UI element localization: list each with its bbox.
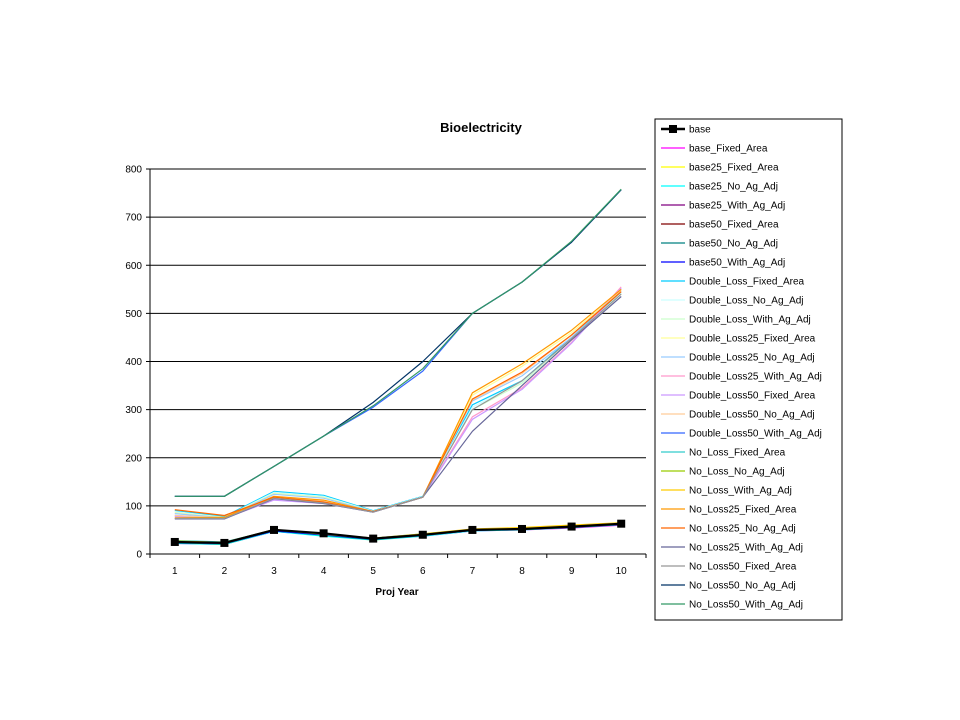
x-tick-label: 9 [569, 566, 575, 577]
series-line-base [174, 522, 622, 545]
x-tick-label: 6 [420, 566, 426, 577]
data-point [369, 534, 378, 543]
data-point [617, 519, 626, 528]
legend-label: No_Loss_No_Ag_Adj [689, 467, 785, 478]
legend-label: Double_Loss50_Fixed_Area [689, 391, 816, 402]
series-line-No_Loss25_No_Ag_Adj [174, 291, 622, 517]
series-line-Double_Loss50_With_Ag_Adj [174, 189, 622, 497]
y-tick-label: 300 [125, 405, 142, 416]
legend-label: No_Loss25_Fixed_Area [689, 505, 797, 516]
legend-label: Double_Loss_With_Ag_Adj [689, 315, 811, 326]
legend-label: base50_No_Ag_Adj [689, 239, 778, 250]
x-tick-label: 8 [519, 566, 525, 577]
legend-label: No_Loss50_No_Ag_Adj [689, 581, 796, 592]
data-point [518, 524, 526, 533]
series-lines [170, 188, 626, 547]
x-tick-label: 7 [470, 566, 476, 577]
series-line-No_Loss50_Fixed_Area [174, 293, 622, 520]
x-tick-label: 1 [172, 566, 178, 577]
legend-label: Double_Loss_No_Ag_Adj [689, 296, 804, 307]
grid [150, 168, 646, 507]
series-line-Double_Loss25_With_Ag_Adj [174, 286, 622, 520]
legend-label: base50_Fixed_Area [689, 220, 779, 231]
y-tick-label: 400 [125, 357, 142, 368]
legend-label: No_Loss25_No_Ag_Adj [689, 524, 796, 535]
x-tick-label: 3 [271, 566, 277, 577]
legend-label: base25_No_Ag_Adj [689, 182, 778, 193]
legend-label: No_Loss25_With_Ag_Adj [689, 543, 803, 554]
y-tick-label: 0 [136, 550, 142, 561]
legend-box [654, 118, 843, 621]
series-line-No_Loss25_Fixed_Area [174, 288, 622, 519]
legend-marker [669, 125, 677, 133]
series-line-Double_Loss50_Fixed_Area [174, 287, 622, 520]
legend-label: No_Loss50_With_Ag_Adj [689, 600, 803, 611]
legend-label: Double_Loss50_No_Ag_Adj [689, 410, 815, 421]
legend-label: base50_With_Ag_Adj [689, 258, 785, 269]
series-line-Double_Loss25_No_Ag_Adj [174, 287, 622, 519]
legend-label: base_Fixed_Area [689, 144, 768, 155]
series-line-Double_Loss25_Fixed_Area [174, 289, 622, 519]
axes: 0 100 200 300 400 500 600 700 800 1 2 3 4 5 6 7 8 9 10 [125, 165, 647, 577]
legend-label: base25_Fixed_Area [689, 163, 779, 174]
legend-label: Double_Loss25_Fixed_Area [689, 334, 816, 345]
x-tick-label: 2 [222, 566, 228, 577]
series-line-Double_Loss_No_Ag_Adj [174, 292, 622, 519]
legend-label: No_Loss_Fixed_Area [689, 448, 786, 459]
x-tick-label: 4 [321, 566, 327, 577]
legend: base base_Fixed_Area base25_Fixed_Areabase… [654, 118, 843, 621]
y-tick-label: 800 [125, 165, 142, 176]
y-tick-label: 700 [125, 213, 142, 224]
data-point [468, 525, 477, 534]
data-point [418, 530, 427, 539]
legend-label: No_Loss_With_Ag_Adj [689, 486, 792, 497]
legend-label: Double_Loss25_No_Ag_Adj [689, 353, 815, 364]
data-point [170, 537, 179, 546]
series-line-Double_Loss50_No_Ag_Adj [174, 289, 622, 519]
x-tick-label: 5 [370, 566, 376, 577]
data-point [220, 538, 229, 547]
data-point [319, 529, 328, 538]
chart-title: Bioelectricity [440, 120, 522, 135]
y-tick-label: 100 [125, 501, 142, 512]
y-tick-label: 500 [125, 309, 142, 320]
legend-label: Double_Loss50_With_Ag_Adj [689, 429, 822, 440]
y-tick-label: 200 [125, 453, 142, 464]
series-line-Double_Loss_Fixed_Area [174, 291, 622, 518]
legend-label: base25_With_Ag_Adj [689, 201, 785, 212]
legend-label: base [689, 125, 711, 136]
x-axis-title: Proj Year [375, 587, 418, 598]
series-line-No_Loss50_No_Ag_Adj [174, 189, 622, 497]
x-tick-label: 10 [616, 566, 628, 577]
series-line-Double_Loss_With_Ag_Adj [174, 293, 622, 519]
data-point [567, 522, 576, 531]
legend-label: Double_Loss25_With_Ag_Adj [689, 372, 822, 383]
data-point [270, 525, 278, 534]
series-line-No_Loss50_With_Ag_Adj [174, 188, 622, 497]
legend-label: No_Loss50_Fixed_Area [689, 562, 797, 573]
legend-label: Double_Loss_Fixed_Area [689, 277, 805, 288]
y-tick-label: 600 [125, 261, 142, 272]
